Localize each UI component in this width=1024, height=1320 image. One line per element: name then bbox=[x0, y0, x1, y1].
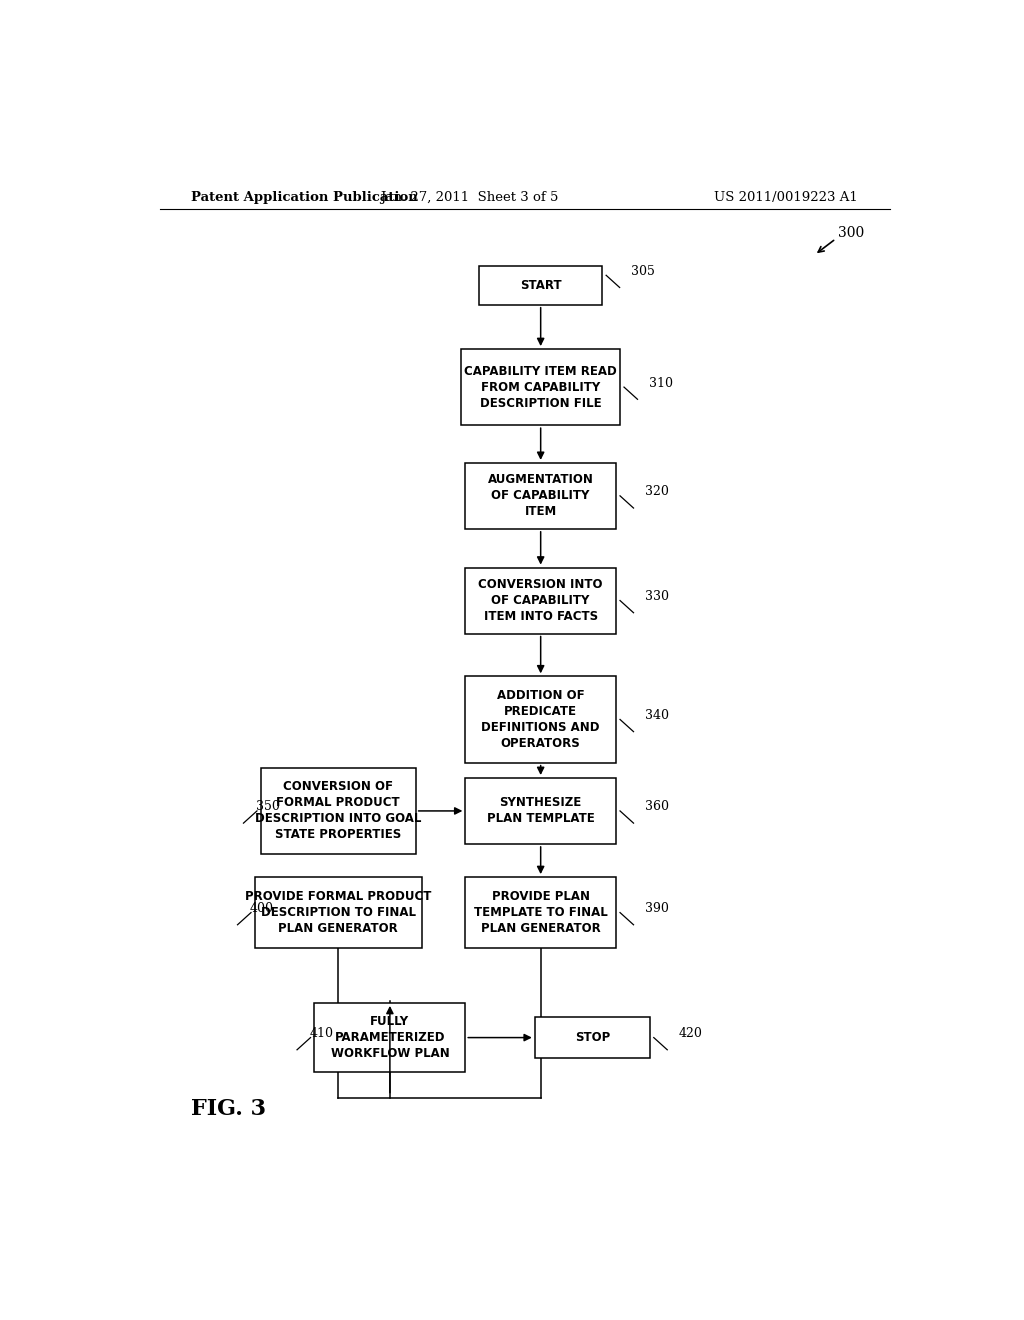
Text: 360: 360 bbox=[645, 800, 669, 813]
Text: CAPABILITY ITEM READ
FROM CAPABILITY
DESCRIPTION FILE: CAPABILITY ITEM READ FROM CAPABILITY DES… bbox=[464, 364, 617, 409]
Text: 320: 320 bbox=[645, 486, 669, 498]
Text: ADDITION OF
PREDICATE
DEFINITIONS AND
OPERATORS: ADDITION OF PREDICATE DEFINITIONS AND OP… bbox=[481, 689, 600, 750]
Bar bbox=[261, 768, 416, 854]
Text: PROVIDE PLAN
TEMPLATE TO FINAL
PLAN GENERATOR: PROVIDE PLAN TEMPLATE TO FINAL PLAN GENE… bbox=[474, 890, 607, 935]
Bar bbox=[465, 463, 616, 529]
Bar bbox=[465, 676, 616, 763]
Bar bbox=[255, 876, 422, 948]
Bar bbox=[465, 568, 616, 634]
Text: 300: 300 bbox=[839, 226, 864, 240]
Text: AUGMENTATION
OF CAPABILITY
ITEM: AUGMENTATION OF CAPABILITY ITEM bbox=[487, 474, 594, 519]
Text: CONVERSION INTO
OF CAPABILITY
ITEM INTO FACTS: CONVERSION INTO OF CAPABILITY ITEM INTO … bbox=[478, 578, 603, 623]
Text: FULLY
PARAMETERIZED
WORKFLOW PLAN: FULLY PARAMETERIZED WORKFLOW PLAN bbox=[331, 1015, 450, 1060]
Text: US 2011/0019223 A1: US 2011/0019223 A1 bbox=[715, 190, 858, 203]
Text: Patent Application Publication: Patent Application Publication bbox=[191, 190, 418, 203]
Text: FIG. 3: FIG. 3 bbox=[191, 1098, 266, 1119]
Text: 305: 305 bbox=[631, 265, 654, 277]
Text: 330: 330 bbox=[645, 590, 669, 603]
Bar bbox=[462, 348, 621, 425]
Text: STOP: STOP bbox=[574, 1031, 610, 1044]
Text: PROVIDE FORMAL PRODUCT
DESCRIPTION TO FINAL
PLAN GENERATOR: PROVIDE FORMAL PRODUCT DESCRIPTION TO FI… bbox=[245, 890, 431, 935]
Bar bbox=[479, 267, 602, 305]
Text: 340: 340 bbox=[645, 709, 669, 722]
Text: Jan. 27, 2011  Sheet 3 of 5: Jan. 27, 2011 Sheet 3 of 5 bbox=[380, 190, 558, 203]
Text: 420: 420 bbox=[678, 1027, 702, 1040]
Text: SYNTHESIZE
PLAN TEMPLATE: SYNTHESIZE PLAN TEMPLATE bbox=[486, 796, 595, 825]
Bar bbox=[535, 1018, 650, 1057]
Text: 410: 410 bbox=[309, 1027, 334, 1040]
Text: 310: 310 bbox=[648, 376, 673, 389]
Text: 390: 390 bbox=[645, 902, 669, 915]
Text: CONVERSION OF
FORMAL PRODUCT
DESCRIPTION INTO GOAL
STATE PROPERTIES: CONVERSION OF FORMAL PRODUCT DESCRIPTION… bbox=[255, 780, 422, 841]
Bar bbox=[465, 777, 616, 843]
Bar bbox=[314, 1003, 465, 1072]
Bar bbox=[465, 876, 616, 948]
Text: 400: 400 bbox=[250, 902, 274, 915]
Text: START: START bbox=[520, 279, 561, 292]
Text: 350: 350 bbox=[256, 800, 280, 813]
